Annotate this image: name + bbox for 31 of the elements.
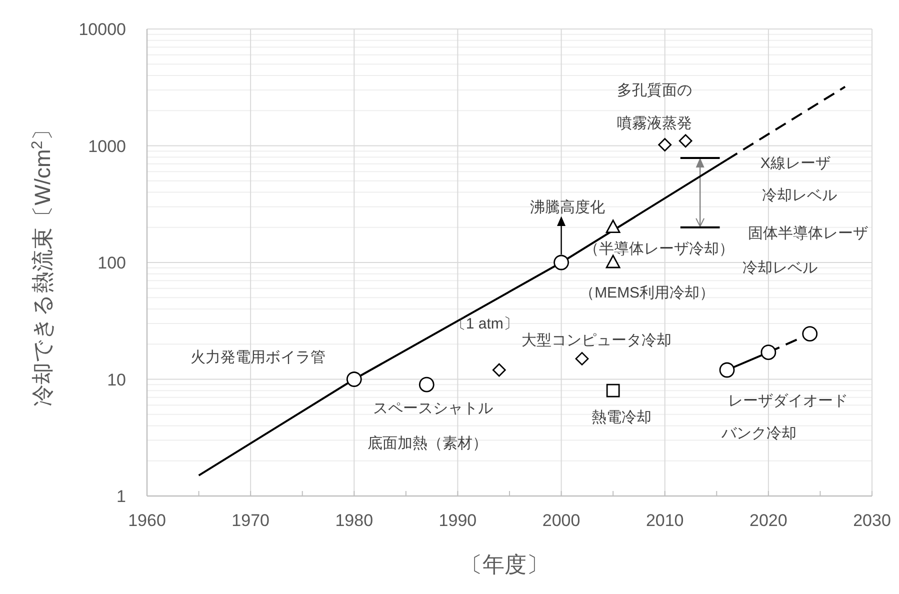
annotation: スペースシャトル xyxy=(372,400,493,417)
y-tick-label: 1 xyxy=(116,487,126,506)
y-tick-label: 10000 xyxy=(78,20,126,39)
annotation: （半導体レーザ冷却） xyxy=(584,240,734,258)
y-tick-label: 100 xyxy=(98,254,126,272)
x-tick-label: 1990 xyxy=(438,511,477,530)
annotation: 噴霧液蒸発 xyxy=(617,114,692,132)
annotation: 大型コンピュータ冷却 xyxy=(522,332,672,349)
annotation: 冷却レベル xyxy=(762,186,837,204)
x-axis-title: 〔年度〕 xyxy=(460,552,548,577)
x-tick-label: 2030 xyxy=(853,511,891,530)
annotation: 固体半導体レーザ xyxy=(748,224,868,242)
y-tick-label: 1000 xyxy=(88,136,126,156)
x-tick-label: 1980 xyxy=(335,511,374,530)
annotation: レーザダイオード xyxy=(728,392,848,410)
annotation: 沸騰高度化 xyxy=(530,198,605,216)
annotation: 熱電冷却 xyxy=(591,408,652,426)
annotation: 冷却レベル xyxy=(742,259,818,276)
annotation: （MEMS利用冷却） xyxy=(580,284,715,302)
annotation: 〔1 atm〕 xyxy=(450,316,518,333)
annotation: 多孔質面の xyxy=(617,82,692,100)
y-tick-label: 10 xyxy=(107,370,126,390)
annotation: バンク冷却 xyxy=(720,424,797,442)
x-tick-label: 1970 xyxy=(232,511,270,530)
x-tick-label: 2000 xyxy=(542,511,580,530)
annotation: X線レーザ xyxy=(760,154,830,172)
x-tick-label: 2010 xyxy=(646,511,684,530)
annotation: 火力発電用ボイラ管 xyxy=(190,349,326,366)
annotation: 底面加熱（素材） xyxy=(368,434,488,452)
x-tick-label: 1960 xyxy=(128,511,166,530)
x-tick-label: 2020 xyxy=(750,511,788,530)
